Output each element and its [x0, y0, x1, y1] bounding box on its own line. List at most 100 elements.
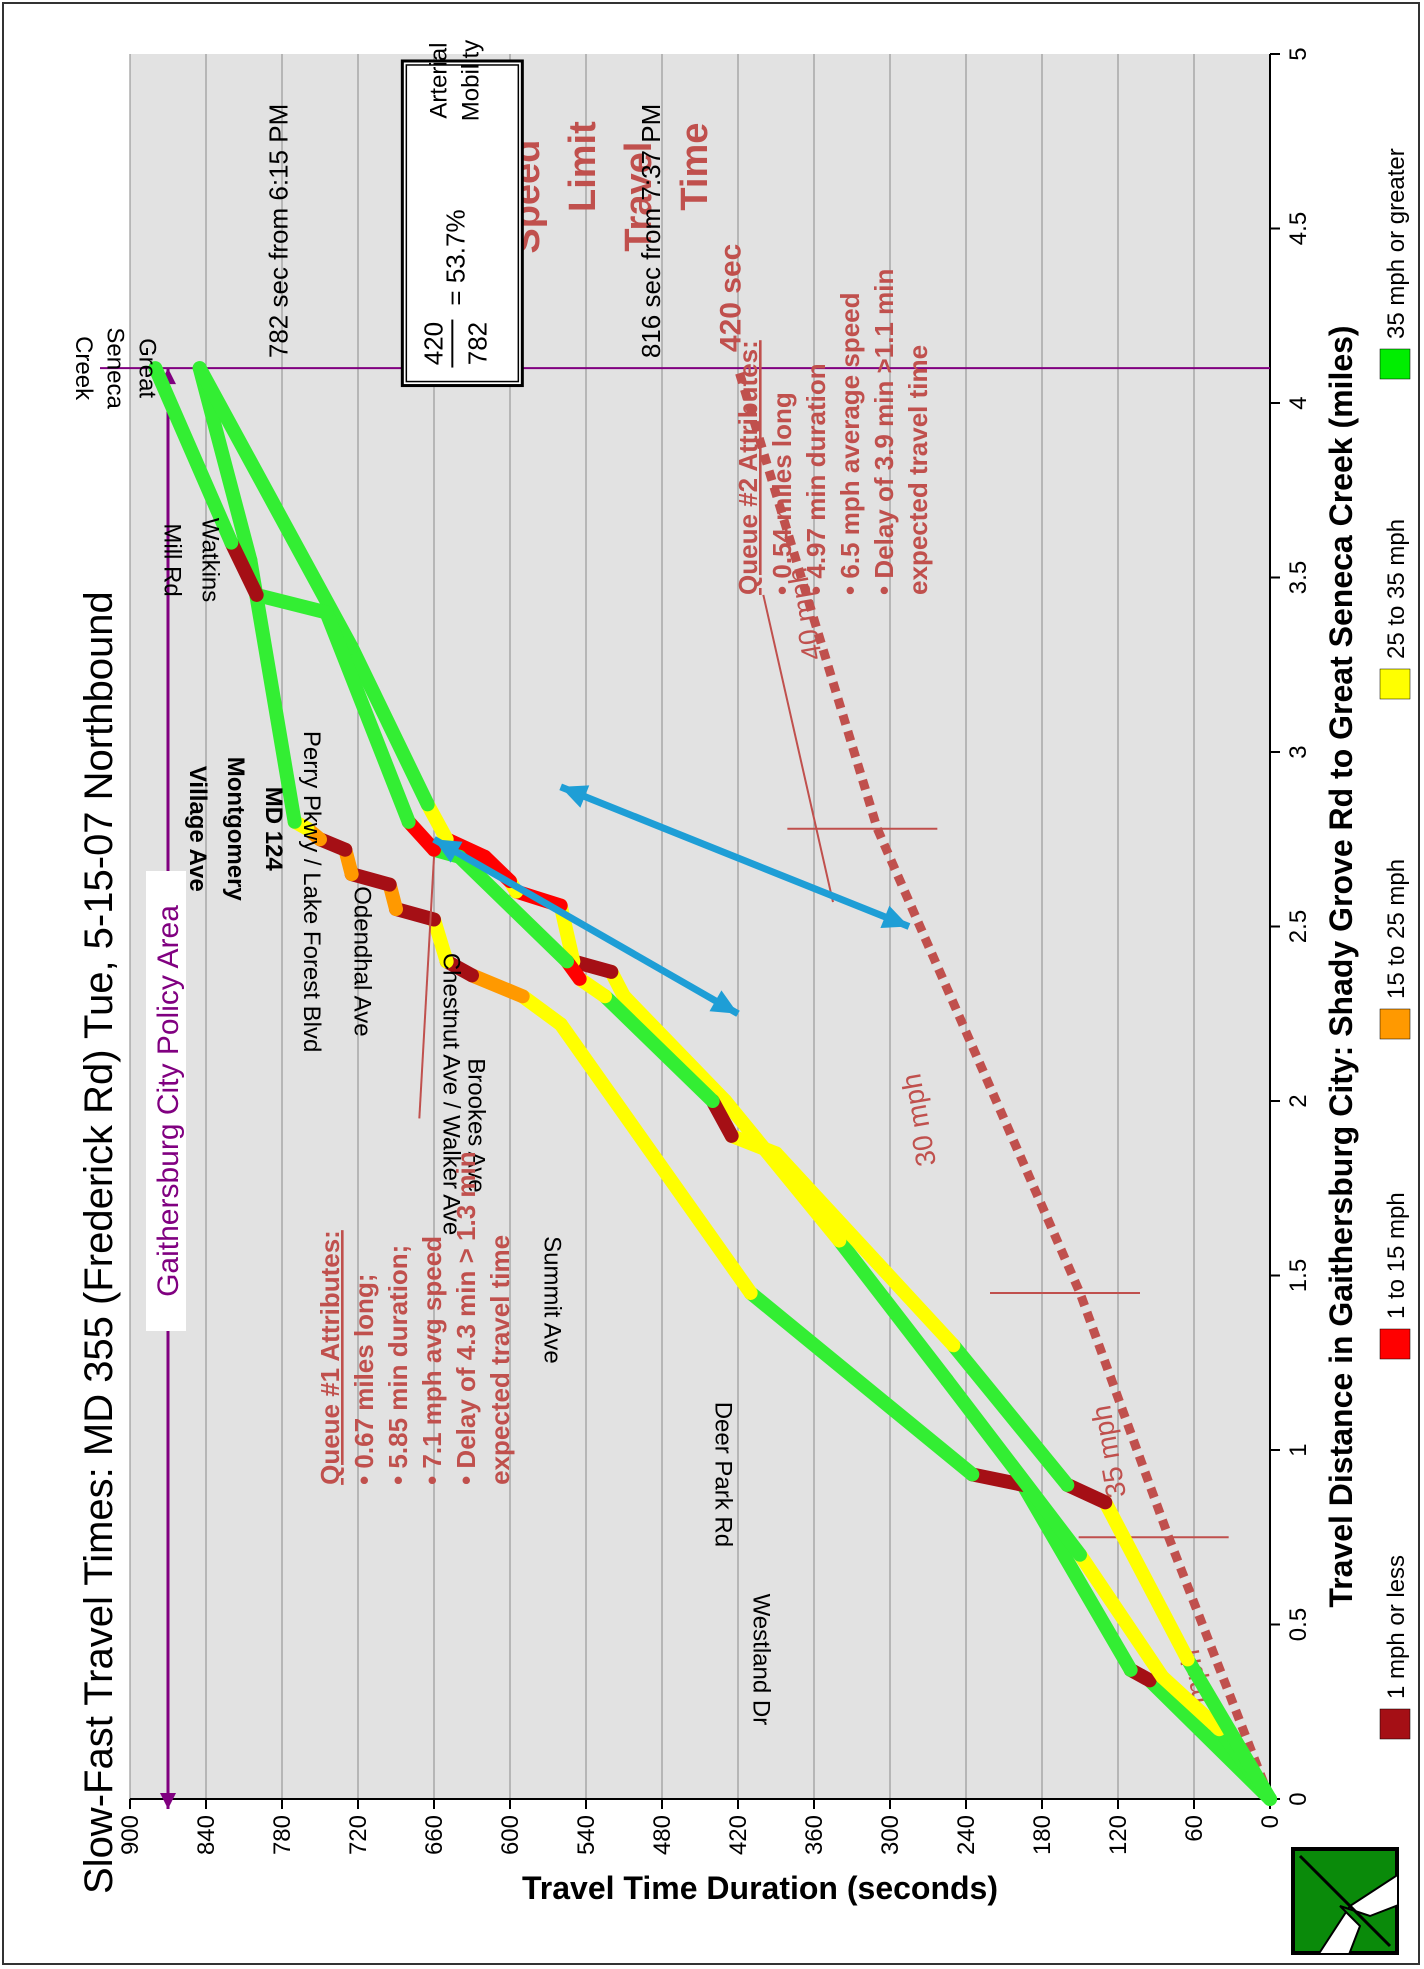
y-tick-label-3: 180	[1029, 1815, 1056, 1855]
queue1-line-0: • 0.67 miles long;	[349, 1274, 379, 1485]
series-2-segment-7	[598, 989, 720, 1108]
queue2-line-0: • 0.54 miles long	[767, 392, 797, 595]
rotated-chart: 0 0.5 1 1.5 2 2.5 3 3.5 4 4.5 5 0 60 120 180 240 300 360…	[70, 40, 1411, 1906]
speed-limit-path	[733, 366, 1275, 1801]
street-label-1: Deer Park Rd	[710, 1402, 737, 1547]
policy-arrowhead-left	[160, 1793, 176, 1809]
series-2-segment-13	[319, 605, 416, 829]
x-tick-label-1: 0.5	[1285, 1608, 1312, 1641]
queue2-blue-arrow	[559, 783, 911, 930]
series-2-segment-16	[148, 361, 239, 550]
x-tick-labels: 0 0.5 1 1.5 2 2.5 3 3.5 4 4.5 5	[1270, 47, 1312, 1806]
y-tick-label-12: 720	[345, 1815, 372, 1855]
series-0-segment-6	[515, 989, 568, 1032]
street-label-7: MD 124	[260, 787, 287, 872]
series-0-segment-5	[553, 1017, 758, 1300]
y-tick-label-11: 660	[421, 1815, 448, 1855]
queue1: Queue #1 Attributes: • 0.67 miles long; • …	[315, 1151, 515, 1485]
legend: 1 mph or less 1 to 15 mph 15 to 25 mph 25 t…	[1379, 148, 1411, 1740]
y-tick-label-2: 120	[1105, 1815, 1132, 1855]
y-tick-label-8: 480	[649, 1815, 676, 1855]
y-tick-label-15: 900	[117, 1815, 144, 1855]
y-tick-label-7: 420	[725, 1815, 752, 1855]
street-label-13: Seneca	[102, 327, 129, 409]
series-1-segment-16	[192, 361, 359, 655]
legend-swatch-2	[1379, 1008, 1411, 1040]
series-0-segment-17	[243, 553, 302, 829]
series-1-segment-1	[1155, 1669, 1227, 1737]
street-labels: Westland Dr Deer Park Rd Summit Ave Brookes…	[70, 327, 775, 1725]
queue2-blue-arrow-head-0	[880, 905, 909, 928]
queue2-pointer	[762, 594, 834, 903]
series-1-segment-15	[344, 640, 435, 812]
queue1-line-2: • 7.1 mph avg speed	[417, 1236, 447, 1485]
legend-label-0: 1 mph or less	[1383, 1555, 1410, 1699]
series-1-segment-5	[718, 1094, 847, 1248]
legend-swatch-1	[1379, 1328, 1411, 1360]
queue2-title: Queue #2 Attributes:	[733, 340, 763, 595]
series-2-segment-1	[1098, 1495, 1195, 1667]
y-tick-label-1: 60	[1181, 1815, 1208, 1842]
y-tick-label-10: 600	[497, 1815, 524, 1855]
y-tick-label-4: 240	[953, 1815, 980, 1855]
queue1-blue-arrow-head-1	[434, 839, 463, 863]
street-label-0: Westland Dr	[748, 1594, 775, 1726]
series-label-2: 816 sec from 7:37 PM	[636, 104, 666, 358]
y-tick-label-9: 540	[573, 1815, 600, 1855]
legend-swatch-4	[1379, 348, 1411, 380]
y-tick-labels: 0 60 120 180 240 300 360 420 480 540 600 660 720 780 8…	[117, 1799, 1284, 1855]
mobility-numerator: 420	[418, 322, 448, 365]
street-label-11: Mill Rd	[159, 523, 186, 596]
legend-swatch-3	[1379, 668, 1411, 700]
policy-area: Gaithersburg City Policy Area	[100, 367, 1270, 1809]
series-label-0: 782 sec from 6:15 PM	[263, 104, 293, 358]
series-2-segment-0	[1180, 1652, 1277, 1806]
x-tick-label-6: 3	[1285, 745, 1312, 758]
policy-area-label: Gaithersburg City Policy Area	[152, 905, 185, 1297]
queue2-line-1: • 4.97 min duration	[801, 363, 831, 595]
series-0-segment-7	[465, 968, 530, 1004]
queue-annotations: Queue #1 Attributes: • 0.67 miles long; • …	[315, 269, 933, 1485]
series-2-segment-10	[452, 849, 574, 969]
queue2: Queue #2 Attributes: • 0.54 miles long • 4…	[733, 269, 933, 595]
street-label-4: Chestnut Ave / Walker Ave	[437, 953, 464, 1235]
street-label-6: Perry Pkwy / Lake Forest Blvd	[298, 731, 325, 1052]
series-2-segment-15	[224, 535, 264, 602]
y-tick-label-14: 840	[193, 1815, 220, 1855]
mobility-box-frame	[400, 59, 524, 388]
city-logo-icon	[1291, 1847, 1399, 1955]
mobility-caption-2: Mobility	[457, 40, 484, 121]
series-0-segment-4	[743, 1285, 980, 1482]
series-0-segment-18	[192, 361, 258, 568]
x-tick-label-3: 1.5	[1285, 1259, 1312, 1292]
speed-limit-value: 420 sec	[715, 244, 748, 352]
street-label-5: Odendhal Ave	[349, 886, 376, 1036]
plot-area	[130, 54, 1270, 1799]
queue1-line-4: expected travel time	[485, 1235, 515, 1485]
series-2-segment-5	[724, 1128, 783, 1161]
street-label-10: Watkins	[197, 518, 224, 602]
series-0-segment-3	[965, 1467, 1030, 1492]
street-label-2: Summit Ave	[539, 1236, 566, 1364]
mobility-denominator: 782	[462, 322, 492, 365]
queue2-line-4: expected travel time	[903, 345, 933, 595]
street-label-9: Village Ave	[184, 766, 211, 892]
speed-limit-label-2: Travel	[618, 142, 660, 252]
chart-title: Slow-Fast Travel Times: MD 355 (Frederic…	[77, 591, 121, 1894]
series-1-segment-2	[1073, 1547, 1170, 1684]
x-tick-label-10: 5	[1285, 47, 1312, 60]
queue1-line-3: • Delay of 4.3 min > 1.3 min	[451, 1151, 481, 1485]
queue2-blue-arrow-shaft	[559, 783, 911, 930]
queue1-blue-arrow	[432, 836, 740, 1017]
mobility-result: = 53.7%	[440, 209, 470, 305]
series-2-segment-14	[249, 587, 334, 620]
speed-limit-label-3: Time	[674, 123, 716, 211]
legend-label-1: 1 to 15 mph	[1383, 1192, 1410, 1319]
series-1-segment-6	[617, 989, 733, 1108]
y-tick-label-0: 0	[1257, 1815, 1284, 1828]
street-label-3: Brookes Ave	[463, 1058, 490, 1192]
x-tick-label-2: 1	[1285, 1443, 1312, 1456]
mobility-box: 420 782 = 53.7% Arterial Mobility	[400, 40, 524, 388]
